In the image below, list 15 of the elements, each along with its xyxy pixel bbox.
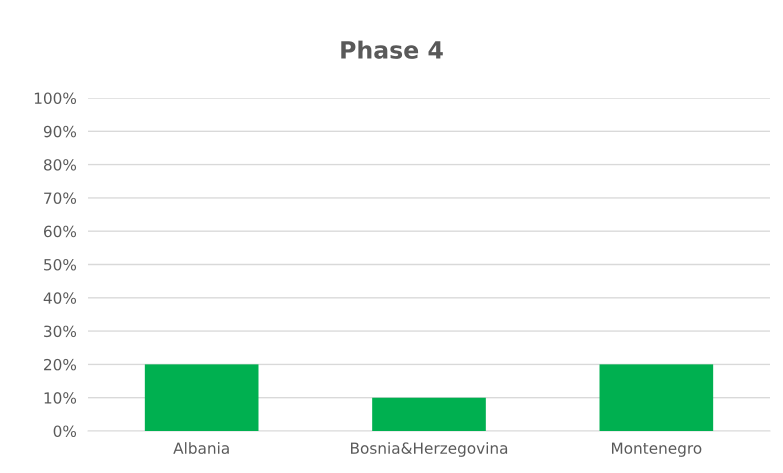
y-tick-label: 70% <box>44 192 76 204</box>
y-tick-label: 80% <box>44 159 76 171</box>
y-tick-label: 30% <box>44 326 76 338</box>
y-tick-label: 60% <box>44 226 76 238</box>
x-tick-label: Montenegro <box>612 442 702 457</box>
chart-title: Phase 4 <box>341 40 443 59</box>
y-tick-label: 0% <box>54 425 76 438</box>
y-tick-label: 10% <box>44 392 76 404</box>
y-tick-label: 100% <box>34 92 76 104</box>
y-tick-label: 50% <box>44 258 76 271</box>
y-tick-label: 90% <box>44 126 76 138</box>
x-tick-label: Bosnia&Herzegovina <box>351 442 508 457</box>
y-tick-label: 40% <box>44 292 76 304</box>
x-tick-label: Albania <box>173 442 229 454</box>
y-tick-label: 20% <box>44 358 76 370</box>
